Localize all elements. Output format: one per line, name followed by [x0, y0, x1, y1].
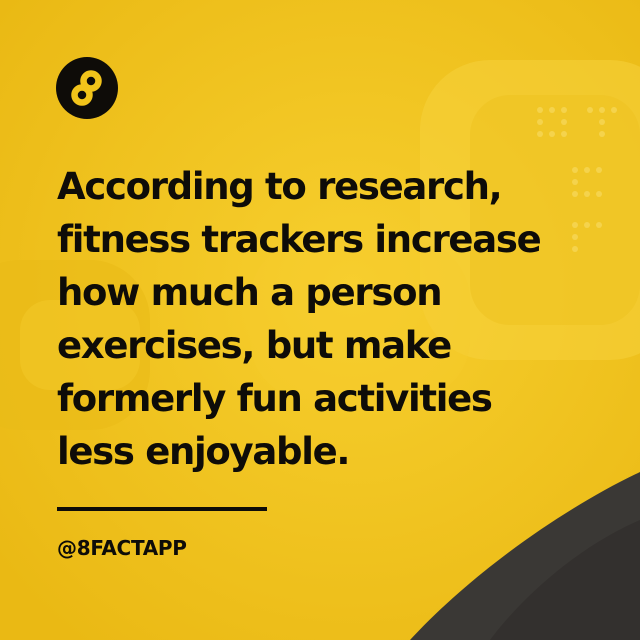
tracker-display-dots [537, 107, 617, 252]
headline-line: According to research, [57, 165, 503, 208]
fact-headline: According to research, fitness trackers … [57, 160, 597, 478]
infinity-eight-icon [71, 70, 102, 106]
headline-line: fitness trackers increase [57, 218, 542, 261]
headline-line: formerly fun activities [57, 377, 493, 420]
divider-line [57, 507, 267, 511]
brand-logo [56, 57, 118, 119]
headline-line: exercises, but make [57, 324, 452, 367]
headline-line: how much a person [57, 271, 443, 314]
headline-line: less enjoyable. [57, 430, 350, 473]
social-handle: @8FACTAPP [57, 536, 187, 560]
